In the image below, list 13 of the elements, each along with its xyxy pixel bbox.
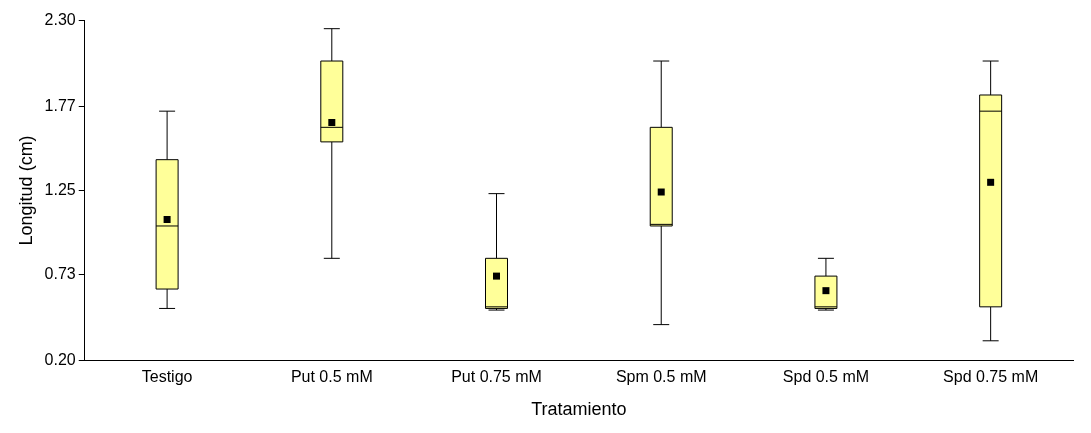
- x-tick-label: Testigo: [141, 368, 193, 386]
- y-tick-label: 2.30: [44, 11, 76, 29]
- y-tick-label: 1.25: [44, 180, 76, 198]
- y-tick-label: 0.20: [44, 350, 76, 368]
- x-tick-label: Spd 0.5 mM: [782, 368, 870, 386]
- x-tick-label: Spm 0.5 mM: [615, 368, 707, 386]
- x-axis-title: Tratamiento: [531, 399, 627, 420]
- y-tick-label: 0.73: [44, 264, 76, 282]
- y-axis-title: Longitud (cm): [15, 135, 36, 246]
- x-tick-label: Spd 0.75 mM: [943, 368, 1039, 386]
- x-tick-label: Put 0.5 mM: [290, 368, 373, 386]
- y-tick-label: 1.77: [44, 96, 76, 114]
- x-tick-label: Put 0.75 mM: [451, 368, 542, 386]
